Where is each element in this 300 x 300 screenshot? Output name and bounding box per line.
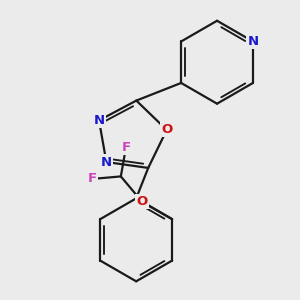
Text: N: N bbox=[94, 114, 105, 127]
Text: F: F bbox=[121, 141, 130, 154]
Text: F: F bbox=[87, 172, 97, 185]
Text: N: N bbox=[101, 155, 112, 169]
Text: O: O bbox=[136, 195, 148, 208]
Text: O: O bbox=[161, 123, 172, 136]
Text: N: N bbox=[248, 35, 259, 48]
